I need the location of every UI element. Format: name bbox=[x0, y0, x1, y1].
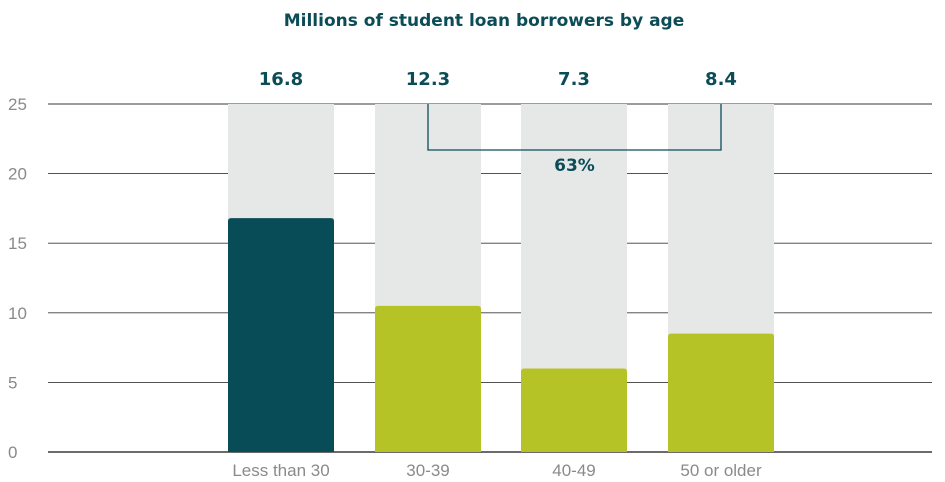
y-tick-label: 25 bbox=[8, 95, 27, 114]
y-tick-label: 5 bbox=[8, 373, 17, 392]
category-label: 50 or older bbox=[680, 461, 762, 480]
y-tick-label: 10 bbox=[8, 304, 27, 323]
bar bbox=[521, 368, 627, 452]
chart-title: Millions of student loan borrowers by ag… bbox=[284, 11, 685, 31]
value-labels: 16.8 12.3 7.3 8.4 bbox=[259, 69, 737, 90]
y-tick-label: 20 bbox=[8, 165, 27, 184]
bar bbox=[668, 333, 774, 452]
y-axis-ticks: 0 5 10 15 20 25 bbox=[8, 95, 27, 462]
bar bbox=[375, 305, 481, 452]
category-label: 40-49 bbox=[552, 461, 595, 480]
value-label: 8.4 bbox=[705, 69, 737, 90]
value-label: 7.3 bbox=[558, 69, 590, 90]
category-label: Less than 30 bbox=[232, 461, 329, 480]
gridlines bbox=[48, 103, 932, 453]
value-label: 16.8 bbox=[259, 69, 303, 90]
category-labels: Less than 30 30-39 40-49 50 or older bbox=[232, 461, 762, 480]
value-label: 12.3 bbox=[406, 69, 450, 90]
category-label: 30-39 bbox=[406, 461, 449, 480]
data-bars bbox=[228, 218, 774, 452]
bar bbox=[228, 218, 334, 452]
annotation-bracket: 63% bbox=[427, 104, 722, 176]
y-tick-label: 15 bbox=[8, 234, 27, 253]
annotation-label: 63% bbox=[554, 156, 595, 176]
y-tick-label: 0 bbox=[8, 443, 17, 462]
bracket-line bbox=[427, 104, 722, 151]
